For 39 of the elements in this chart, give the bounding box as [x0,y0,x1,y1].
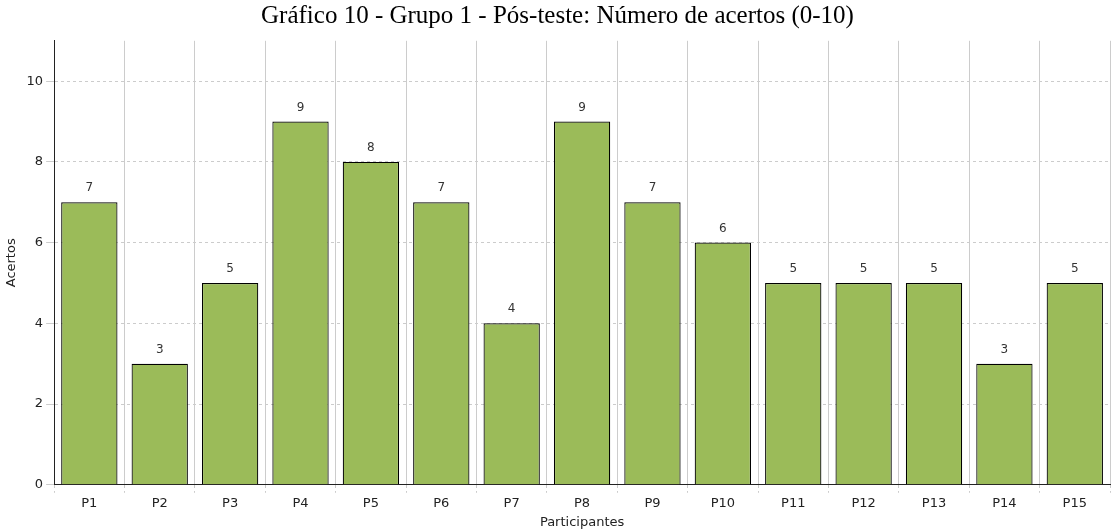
y-tick-label: 8 [34,153,44,169]
x-axis-title: Participantes [539,513,625,529]
chart-title: Gráfico 10 - Grupo 1 - Pós-teste: Número de acertos (0-10) [260,0,855,30]
y-axis-title: Acertos [3,238,19,288]
data-label: 5 [226,261,234,276]
data-label: 8 [367,140,375,155]
y-tick-label: 6 [34,233,44,249]
x-tick-label: P8 [574,494,591,510]
x-tick-label: P12 [851,494,876,510]
data-label: 4 [507,301,516,316]
data-label: 7 [85,180,94,195]
data-label: 3 [1000,341,1009,356]
y-tick-label: 2 [34,395,44,411]
data-label: 9 [296,99,305,114]
x-tick-label: P11 [781,494,806,510]
x-tick-label: P4 [292,494,309,510]
x-tick-label: P10 [710,494,736,510]
y-tick-label: 4 [34,314,44,330]
data-label: 5 [1070,261,1079,276]
data-label: 6 [719,220,727,235]
data-label: 5 [789,261,798,276]
x-tick-label: P9 [644,494,661,510]
x-tick-label: P1 [81,494,98,510]
x-tick-label: P5 [362,494,379,510]
data-label: 7 [648,180,657,195]
x-tick-label: P7 [503,494,520,510]
data-label: 9 [578,99,586,114]
x-tick-label: P14 [992,494,1017,510]
data-label: 5 [859,261,868,276]
data-label: 5 [930,261,938,276]
data-label: 7 [437,180,446,195]
x-tick-label: P2 [151,494,168,510]
y-tick-label: 0 [34,476,44,492]
x-tick-label: P6 [433,494,450,510]
data-label: 3 [155,341,164,356]
x-tick-label: P15 [1062,494,1087,510]
y-tick-label: 10 [26,72,44,88]
x-tick-label: P13 [921,494,947,510]
x-tick-label: P3 [222,494,239,510]
